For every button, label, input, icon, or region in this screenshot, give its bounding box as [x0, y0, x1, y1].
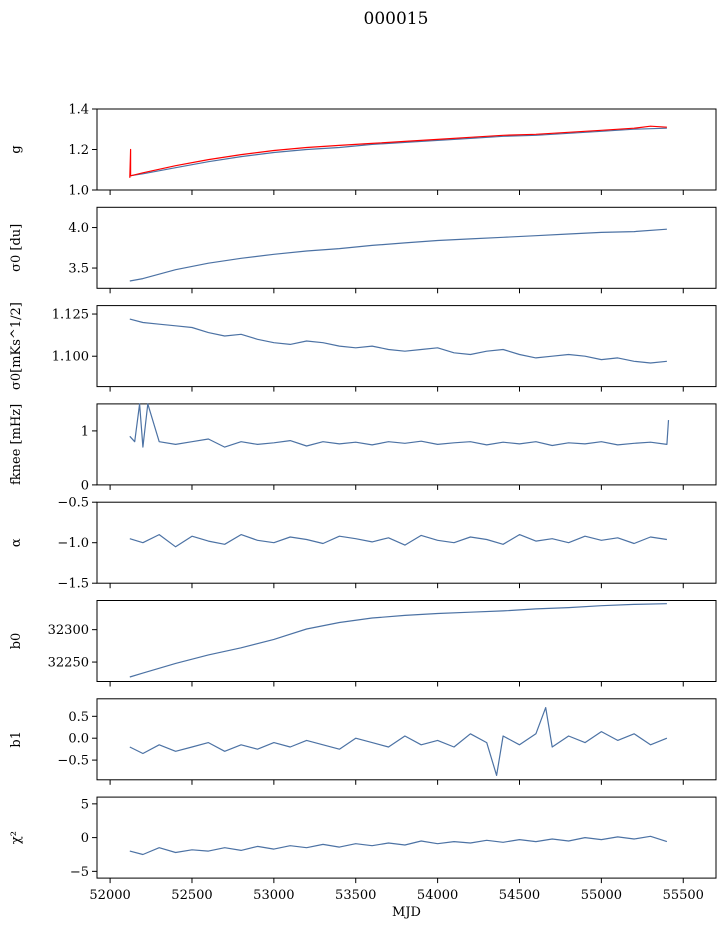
y-axis-label: fknee [mHz]: [9, 404, 24, 485]
series-line-sigma0-mk: [129, 318, 667, 364]
y-tick-label: 1.100: [52, 350, 89, 365]
x-axis-label: MJD: [392, 905, 421, 920]
series-line-b0: [129, 603, 667, 678]
y-tick-label: 4.0: [68, 221, 89, 236]
x-tick-label: 55000: [581, 888, 622, 903]
series-line-g: [129, 127, 667, 177]
y-axis-label: b1: [9, 731, 24, 748]
subplot-7: −0.5 0.0 0.5 b1: [9, 698, 717, 785]
y-tick-label: 1.125: [52, 308, 89, 323]
subplot-8: −5 0 5 χ²: [9, 796, 717, 884]
series-line-chi2: [129, 835, 668, 856]
y-tick-label: 0: [81, 478, 89, 493]
subplot-1: 1.0 1.2 1.4 g: [9, 103, 717, 199]
y-tick-label: 3.5: [68, 262, 89, 277]
x-tick-label: 54000: [417, 888, 458, 903]
series-line-b1: [129, 706, 668, 777]
subplot-5: −1.5 −1.0 −0.5 α: [9, 496, 717, 592]
subplot-6: 32250 32300 b0: [9, 600, 717, 687]
y-axis-label: σ0 [du]: [9, 224, 24, 272]
x-axis: 52000 52500 53000 53500 54000 54500 55000 55500…: [89, 888, 704, 920]
axes-frame: [96, 305, 717, 388]
x-tick-label: 53500: [335, 888, 376, 903]
series-line-fknee: [129, 403, 670, 448]
y-tick-label: 0: [81, 831, 89, 846]
axes-frame: [96, 403, 717, 486]
y-tick-label: 1.0: [68, 184, 89, 199]
y-tick-label: −1.5: [57, 577, 89, 592]
y-axis-label: α: [9, 538, 24, 547]
y-tick-label: −0.5: [57, 496, 89, 511]
figure-title: 000015: [364, 9, 429, 29]
y-tick-label: 0.5: [68, 710, 89, 725]
y-tick-label: 32300: [48, 623, 89, 638]
x-tick-label: 52000: [89, 888, 130, 903]
y-tick-label: 0.0: [68, 732, 89, 747]
y-tick-label: −0.5: [57, 754, 89, 769]
axes-frame: [96, 108, 717, 191]
series-line-sigma0-du: [129, 228, 667, 282]
y-tick-label: 5: [81, 797, 89, 812]
axes-frame: [96, 698, 717, 781]
y-axis-label: σ0[mKs^1/2]: [9, 302, 24, 390]
axes-frame: [96, 206, 717, 289]
axes-frame: [96, 600, 717, 682]
y-tick-label: 1.2: [68, 143, 89, 158]
y-axis-label: χ²: [9, 831, 24, 844]
axes-frame: [96, 501, 717, 584]
subplot-4: 0 1 fknee [mHz]: [9, 403, 717, 493]
y-axis-label: b0: [9, 633, 24, 650]
x-tick-label: 52500: [171, 888, 212, 903]
series-line-g-red: [129, 125, 667, 178]
y-tick-label: 1: [81, 424, 89, 439]
subplot-2: 3.5 4.0 σ0 [du]: [9, 206, 717, 294]
y-tick-label: 32250: [48, 656, 89, 671]
y-axis-label: g: [9, 145, 24, 153]
subplot-stack: 1.0 1.2 1.4 g 3.5 4.0 σ0 [du] 1.100 1.125 σ0[mKs^…: [9, 103, 717, 884]
x-tick-label: 55500: [663, 888, 704, 903]
y-tick-label: −5: [70, 865, 89, 880]
x-tick-label: 54500: [499, 888, 540, 903]
subplot-3: 1.100 1.125 σ0[mKs^1/2]: [9, 302, 717, 392]
y-tick-label: 1.4: [68, 103, 89, 118]
y-tick-label: −1.0: [57, 536, 89, 551]
x-tick-label: 53000: [253, 888, 294, 903]
series-line-alpha: [129, 533, 667, 548]
